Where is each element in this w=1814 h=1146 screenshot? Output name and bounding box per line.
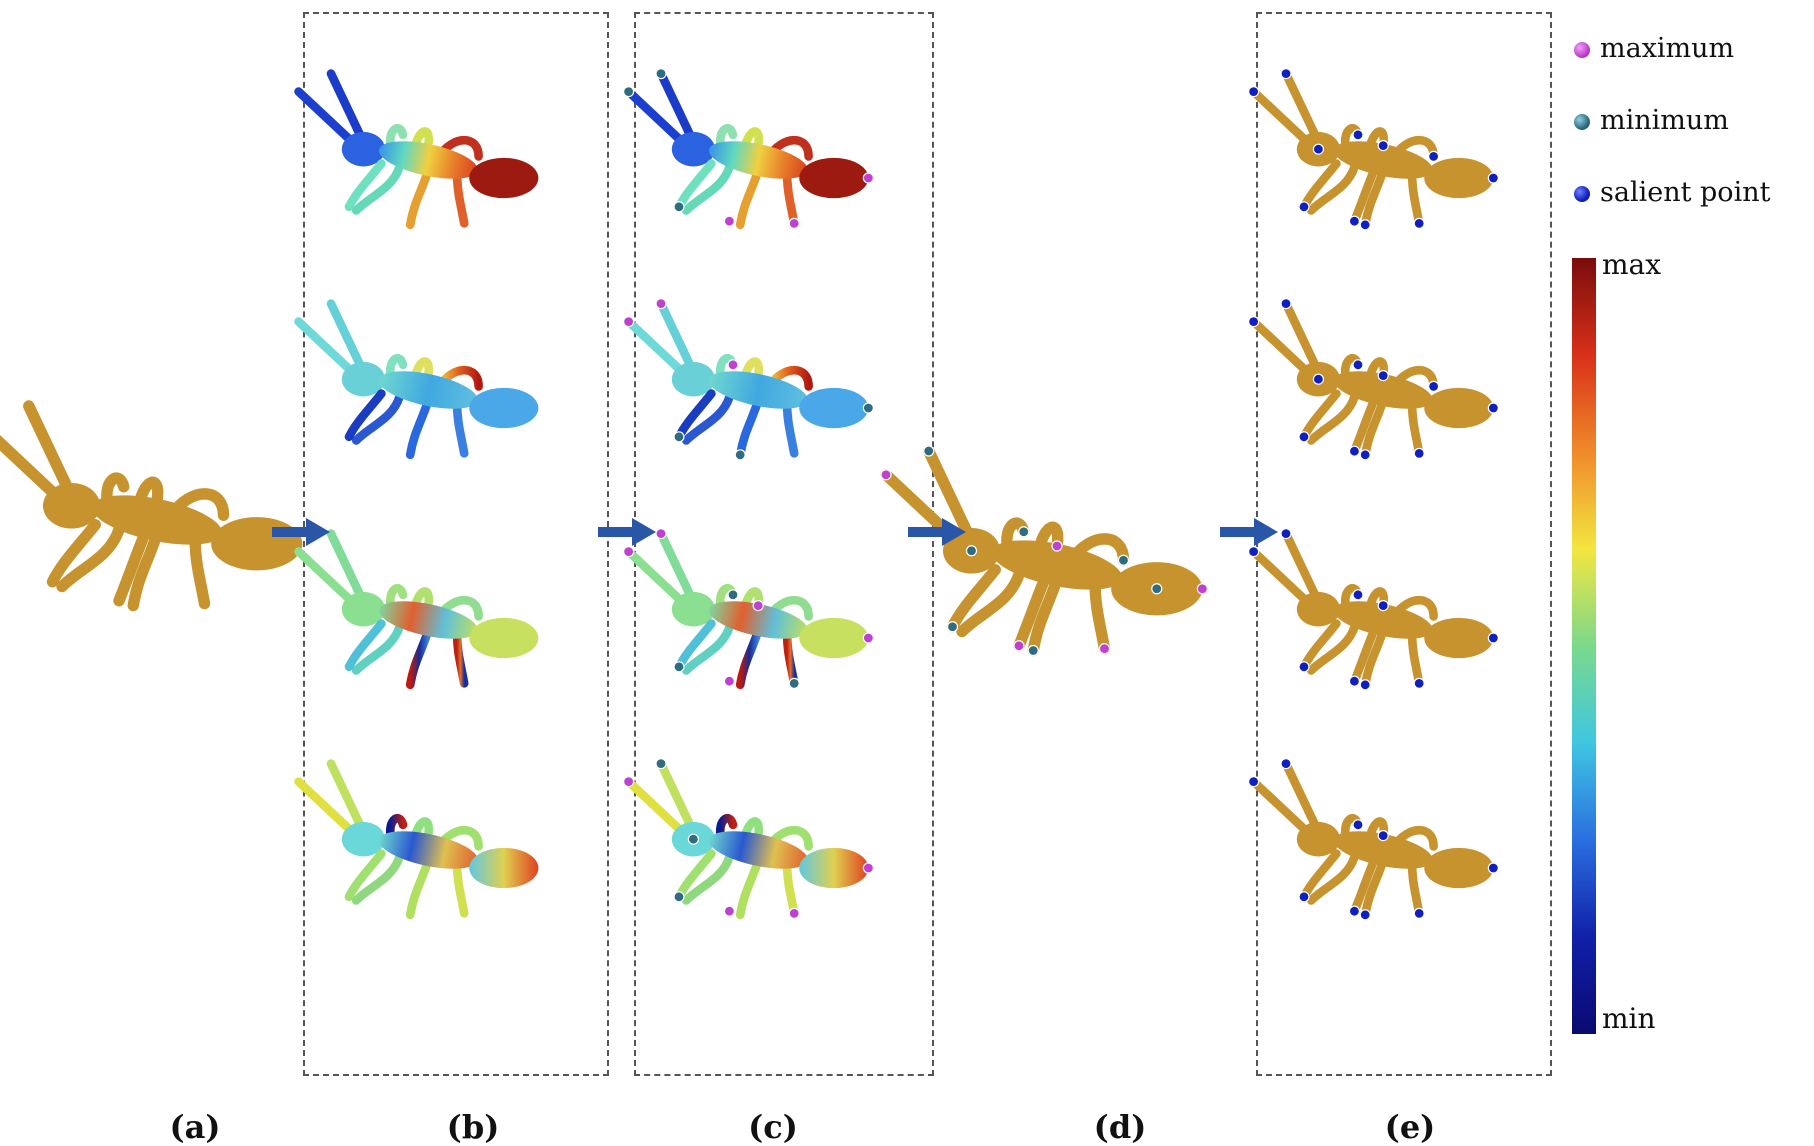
ant-c-4 (624, 759, 869, 920)
arrow-a-to-b (272, 518, 330, 546)
salient-points-e-1 (1247, 67, 1499, 231)
colorbar-min-label: min (1602, 1002, 1656, 1035)
arrow-c-to-d (908, 518, 966, 546)
salient-point-legend-icon (1574, 186, 1590, 202)
ant-b-3 (294, 529, 539, 690)
panel-label-e: (e) (1384, 1108, 1436, 1146)
colorbar-max-label: max (1602, 248, 1662, 281)
extrema-points-d (880, 445, 1208, 657)
legend-salient-point-label: salient point (1600, 177, 1771, 208)
extrema-points-c-3 (622, 527, 874, 689)
minimum-legend-icon (1574, 114, 1590, 130)
panel-label-a: (a) (169, 1108, 221, 1146)
salient-points-e-4 (1247, 757, 1499, 921)
legend-minimum-label: minimum (1600, 105, 1729, 136)
ant-e-2 (1249, 299, 1494, 460)
ant-e-4 (1249, 759, 1494, 920)
ant-c-3 (624, 529, 869, 690)
ant-b-2 (294, 299, 539, 460)
ant-d (880, 445, 1203, 657)
extrema-points-c-2 (622, 298, 874, 461)
ant-input-a (0, 400, 303, 612)
panel-label-d: (d) (1093, 1108, 1147, 1146)
arrow-d-to-e (1220, 518, 1278, 546)
ant-b-1 (294, 69, 539, 230)
panel-b-box (303, 12, 609, 1076)
colorbar (1572, 258, 1596, 1034)
salient-points-e-2 (1247, 298, 1499, 461)
ant-e-3 (1249, 529, 1494, 690)
salient-points-e-3 (1247, 527, 1499, 691)
panel-label-c: (c) (748, 1108, 798, 1146)
extrema-points-c-4 (622, 757, 874, 919)
panel-label-b: (b) (446, 1108, 500, 1146)
ant-c-2 (624, 299, 869, 460)
legend-maximum-label: maximum (1600, 33, 1735, 64)
ant-e-1 (1249, 69, 1494, 230)
ant-c-1 (624, 69, 869, 230)
arrow-b-to-c (598, 518, 656, 546)
maximum-legend-icon (1574, 42, 1590, 58)
ant-b-4 (294, 759, 539, 920)
extrema-points-c-1 (622, 67, 874, 229)
